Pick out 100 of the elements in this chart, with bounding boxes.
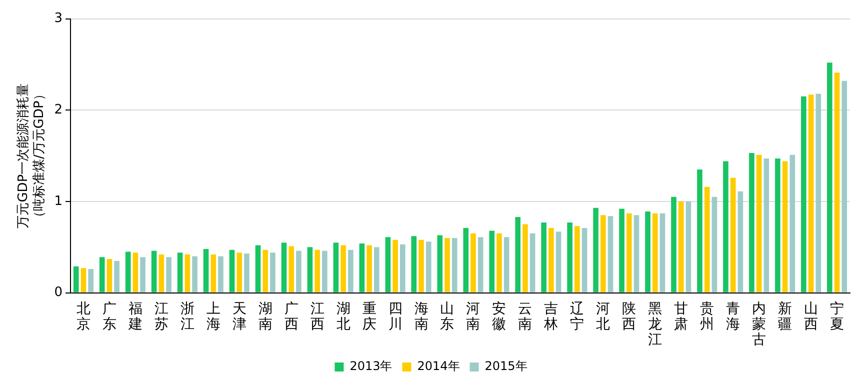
x-tick-label: 江西 — [310, 301, 324, 333]
x-tick-label: 湖南 — [258, 301, 272, 333]
x-tick-label: 甘肃 — [674, 301, 688, 333]
bar — [333, 242, 339, 292]
bar — [826, 62, 832, 292]
x-tick-label: 新疆 — [778, 301, 792, 333]
bar — [541, 222, 546, 292]
bar — [530, 233, 536, 292]
bar — [723, 161, 728, 292]
legend-label: 2015年 — [484, 359, 528, 374]
x-tick-label: 青海 — [726, 301, 740, 333]
bar — [582, 228, 588, 292]
bar — [80, 268, 86, 292]
bar — [697, 170, 702, 292]
x-tick-label: 辽宁 — [570, 301, 584, 333]
bar — [229, 250, 235, 292]
bar — [158, 254, 164, 292]
bar — [140, 257, 146, 292]
bar — [478, 237, 484, 292]
bar — [203, 248, 209, 292]
bar — [738, 191, 744, 292]
bar — [281, 242, 287, 292]
bar — [496, 233, 502, 292]
x-tick-label: 山西 — [804, 301, 818, 333]
bar — [359, 243, 365, 292]
bar — [686, 201, 692, 292]
x-tick-label: 广西 — [284, 301, 298, 333]
bar — [426, 242, 432, 292]
bar — [418, 240, 424, 292]
bar — [366, 245, 372, 292]
x-tick-label: 陕西 — [622, 301, 636, 333]
bar — [548, 228, 554, 292]
bar — [106, 259, 112, 292]
bar — [522, 224, 528, 292]
bar — [515, 216, 520, 292]
bar — [730, 178, 736, 292]
bar — [192, 256, 198, 292]
bar — [645, 212, 650, 292]
bar — [210, 254, 216, 292]
bar — [444, 238, 450, 292]
bar — [255, 245, 261, 292]
bar — [574, 226, 580, 292]
bar — [452, 238, 458, 292]
x-tick-label: 海南 — [414, 301, 428, 333]
bar — [619, 208, 624, 292]
bar — [834, 72, 840, 292]
bar — [296, 250, 302, 292]
bar — [782, 161, 788, 292]
x-tick-label: 安徽 — [492, 301, 506, 333]
bar — [816, 94, 822, 292]
bar — [348, 250, 354, 292]
y-tick-label: 2 — [54, 102, 62, 118]
x-tick-label: 湖北 — [336, 301, 350, 333]
y-tick-label: 0 — [54, 285, 62, 300]
x-tick-label: 宁夏 — [830, 301, 844, 333]
bar — [125, 252, 131, 292]
bar — [314, 250, 320, 292]
x-tick-label: 福建 — [127, 301, 142, 333]
bar — [374, 247, 380, 292]
x-tick-label: 贵州 — [700, 301, 714, 333]
bar — [88, 269, 94, 292]
x-tick-label: 上海 — [206, 301, 220, 333]
bar — [504, 237, 510, 292]
bar — [567, 222, 572, 292]
bar — [262, 250, 268, 292]
bar — [177, 252, 183, 292]
bar — [218, 256, 224, 292]
bar — [184, 254, 190, 292]
x-tick-label: 河北 — [596, 301, 610, 333]
bar — [671, 196, 676, 292]
bar — [244, 254, 250, 292]
bar — [660, 213, 666, 292]
bar — [470, 233, 476, 292]
bar — [340, 245, 346, 292]
bar — [808, 94, 814, 292]
x-tick-label: 天津 — [232, 301, 246, 333]
x-tick-label: 黑龙江 — [648, 301, 662, 348]
bar — [437, 235, 443, 292]
x-tick-label: 云南 — [518, 301, 532, 333]
x-tick-label: 广东 — [102, 301, 116, 333]
bar — [114, 260, 120, 292]
bar — [385, 237, 391, 292]
x-tick-label: 吉林 — [543, 301, 558, 333]
bar — [775, 158, 780, 292]
bar — [392, 240, 398, 292]
y-tick-label: 3 — [54, 11, 62, 26]
bar — [151, 250, 157, 292]
bar — [489, 230, 494, 292]
bar — [288, 246, 294, 292]
legend-label: 2013年 — [350, 359, 392, 374]
bar — [678, 201, 684, 292]
x-tick-label: 山东 — [440, 301, 454, 333]
bar — [132, 252, 138, 292]
bar — [593, 208, 598, 292]
bar — [307, 247, 313, 292]
bar — [166, 257, 172, 292]
bar — [749, 153, 754, 292]
x-tick-label: 北京 — [76, 301, 90, 333]
x-tick-label: 江苏 — [154, 301, 168, 333]
bar — [556, 232, 562, 292]
